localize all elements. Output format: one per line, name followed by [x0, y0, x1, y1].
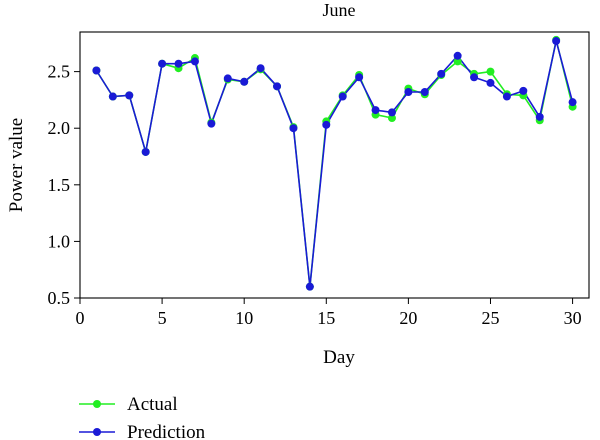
prediction-data-point: [535, 112, 544, 121]
y-axis-title: Power value: [6, 118, 27, 212]
series-points: [92, 35, 577, 291]
x-tick-label: 15: [317, 308, 335, 328]
x-tick-label: 25: [481, 308, 499, 328]
prediction-data-point: [404, 87, 413, 96]
x-axis: 0 5 10 15 20 25 30: [76, 298, 582, 328]
prediction-data-point: [552, 37, 561, 46]
prediction-data-point: [190, 57, 199, 66]
legend: Actual Prediction: [79, 394, 206, 440]
y-tick-label: 2.0: [48, 118, 71, 138]
prediction-data-point: [256, 64, 265, 73]
prediction-data-point: [420, 87, 429, 96]
y-tick-label: 1.5: [48, 175, 71, 195]
legend-actual-marker: [93, 400, 101, 408]
prediction-data-point: [355, 73, 364, 82]
prediction-data-point: [240, 77, 249, 86]
prediction-data-point: [158, 59, 167, 68]
legend-prediction-marker: [93, 428, 101, 436]
prediction-data-point: [453, 51, 462, 60]
x-tick-label: 30: [564, 308, 582, 328]
prediction-data-point: [387, 108, 396, 117]
prediction-data-point: [470, 73, 479, 82]
prediction-data-point: [273, 82, 282, 91]
x-tick-label: 5: [158, 308, 167, 328]
prediction-data-point: [519, 86, 528, 95]
y-tick-label: 1.0: [48, 231, 71, 251]
y-tick-label: 0.5: [48, 288, 71, 308]
prediction-data-point: [223, 74, 232, 83]
prediction-data-point: [486, 78, 495, 87]
prediction-data-point: [338, 92, 347, 101]
plot-frame: [79, 31, 590, 299]
prediction-data-point: [108, 92, 117, 101]
prediction-data-point: [92, 66, 101, 75]
prediction-data-point: [371, 106, 380, 115]
prediction-data-point: [174, 59, 183, 68]
prediction-series-line: [95, 40, 574, 288]
x-axis-title: Day: [323, 347, 355, 368]
actual-series-line: [95, 39, 574, 288]
x-tick-label: 10: [235, 308, 253, 328]
prediction-data-point: [305, 282, 314, 291]
actual-data-point: [486, 67, 495, 76]
actual-data-point: [453, 57, 462, 66]
y-axis: 0.5 1.0 1.5 2.0 2.5: [48, 62, 80, 308]
x-tick-label: 0: [76, 308, 85, 328]
legend-actual-label: Actual: [127, 394, 178, 415]
actual-data-point: [387, 114, 396, 123]
prediction-data-point: [125, 91, 134, 100]
legend-prediction-label: Prediction: [127, 422, 206, 440]
x-tick-label: 20: [399, 308, 417, 328]
prediction-data-point: [207, 119, 216, 128]
prediction-data-point: [502, 92, 511, 101]
prediction-data-point: [568, 98, 577, 107]
y-tick-label: 2.5: [48, 62, 71, 82]
prediction-data-point: [322, 120, 331, 129]
series-lines: [95, 39, 574, 288]
prediction-data-point: [437, 69, 446, 78]
prediction-data-point: [289, 124, 298, 133]
prediction-data-point: [141, 147, 150, 156]
chart-title: June: [323, 0, 356, 20]
